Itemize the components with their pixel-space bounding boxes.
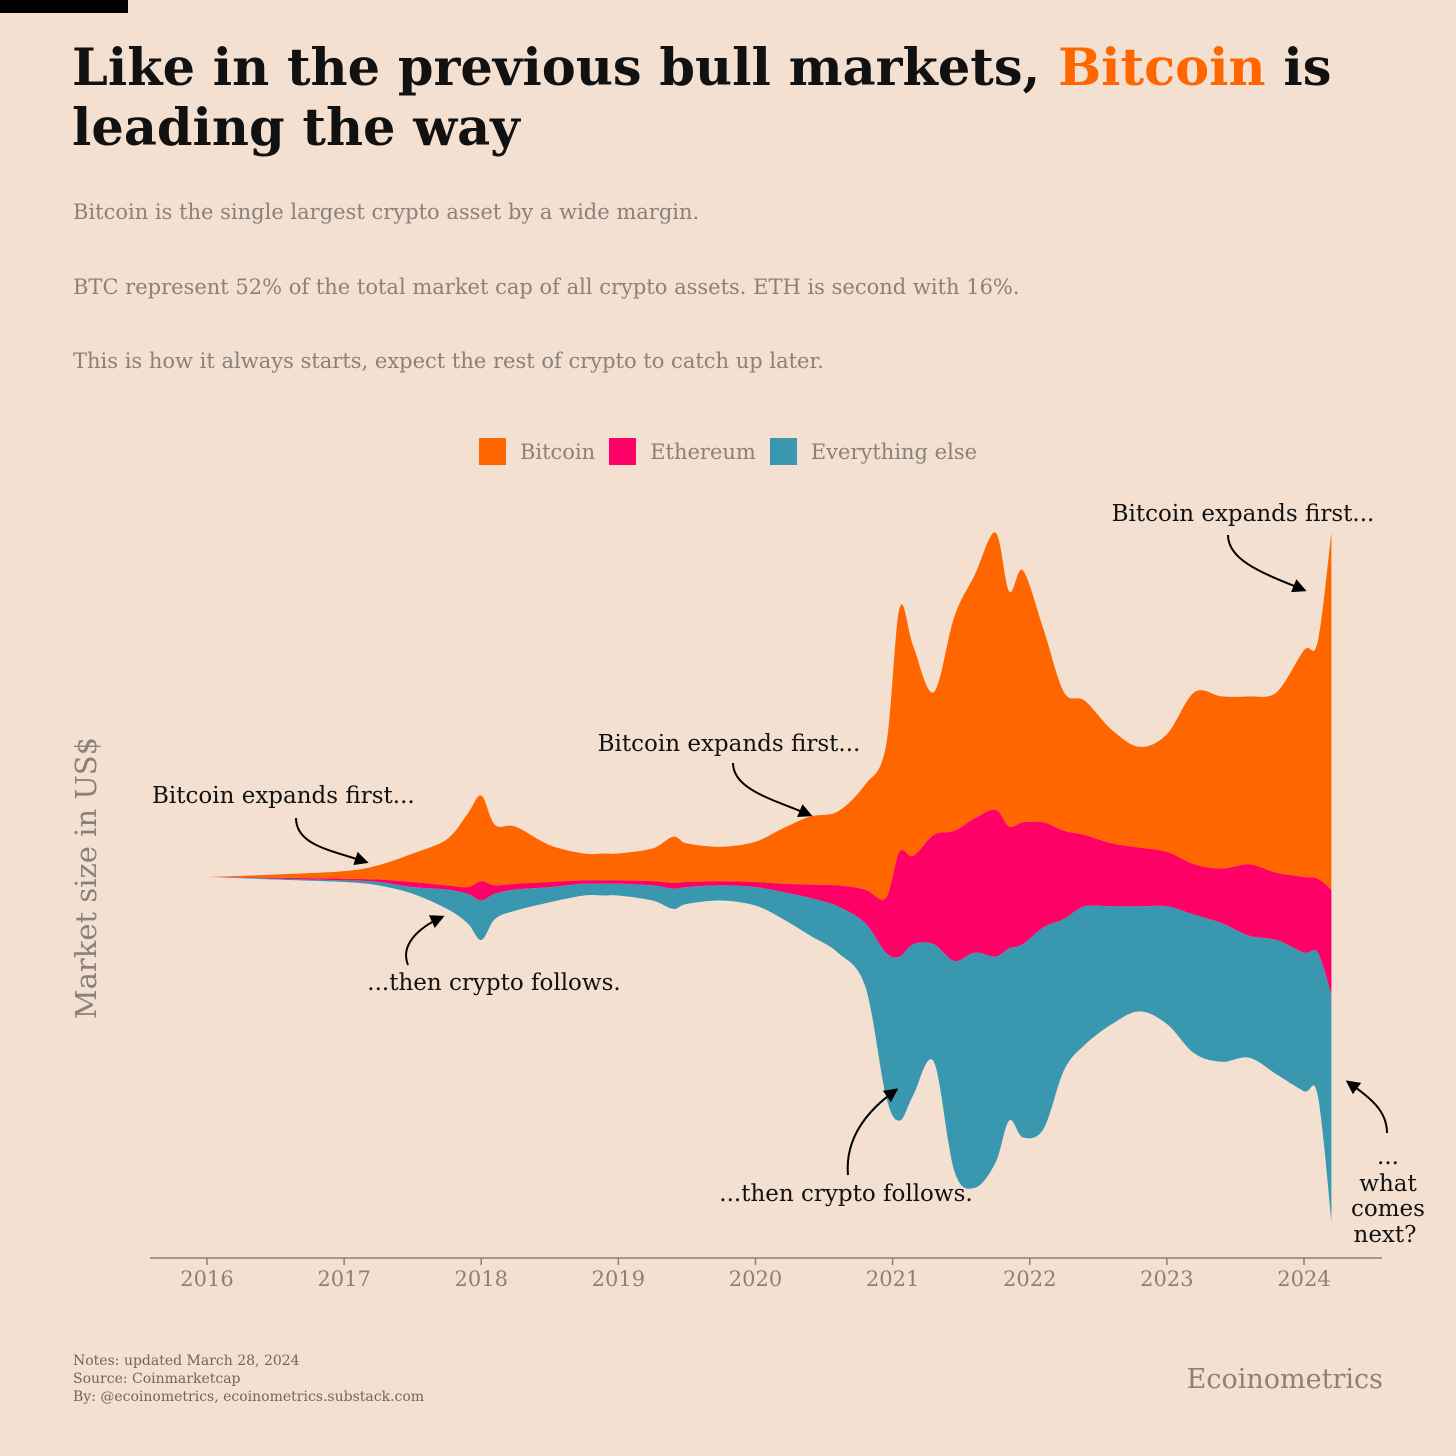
legend-label-ethereum: Ethereum [650,439,756,464]
subtitle-line-2: BTC represent 52% of the total market ca… [73,275,1020,299]
series-area-everything-else [207,877,1332,1222]
legend-label-everything-else: Everything else [810,439,978,464]
legend-item-ethereum: Ethereum [609,438,756,465]
annotation-text: what [1359,1171,1417,1197]
annotation-text: ...then crypto follows. [719,1181,972,1207]
title-part-1: Like in the previous bull markets, [72,38,1059,98]
series-area-bitcoin [207,532,1332,900]
subtitle-line-3: This is how it always starts, expect the… [73,349,824,373]
notes-by: By: @ecoinometrics, ecoinometrics.substa… [73,1389,425,1405]
legend-swatch-ethereum [609,438,637,465]
annotation-text: comes [1351,1196,1425,1222]
annotation-text: Bitcoin expands first... [152,783,415,809]
chart-notes: Notes: updated March 28, 2024 Source: Co… [73,1352,424,1406]
x-tick-label: 2024 [1277,1267,1330,1291]
page-title: Like in the previous bull markets, Bitco… [72,38,1372,158]
annotation-arrow [1227,534,1307,593]
x-tick-label: 2017 [317,1267,370,1291]
legend-item-bitcoin: Bitcoin [478,438,596,465]
x-tick-label: 2020 [729,1267,782,1291]
chart-annotation: ...then crypto follows. [367,915,621,996]
annotation-arrow [846,1088,899,1176]
top-accent-bar [0,0,128,13]
x-tick-label: 2019 [592,1267,645,1291]
x-tick-label: 2016 [180,1267,233,1291]
chart-legend: Bitcoin Ethereum Everything else [0,438,1456,465]
annotation-arrow [295,817,369,866]
chart-annotation: Bitcoin expands first... [598,731,861,818]
chart-annotation: ...then crypto follows. [719,1088,973,1207]
chart-annotation: Bitcoin expands first... [1112,501,1375,593]
annotation-text: Bitcoin expands first... [1112,501,1375,527]
x-tick-label: 2018 [455,1267,508,1291]
legend-swatch-everything-else [769,438,797,465]
notes-updated: Notes: updated March 28, 2024 [73,1353,300,1369]
x-tick-label: 2021 [866,1267,919,1291]
annotation-arrow [1345,1080,1388,1134]
title-part-2: is leading the way [72,38,1332,158]
annotation-text: ... [1377,1144,1399,1170]
series-area-ethereum [207,809,1332,995]
annotation-text: Bitcoin expands first... [598,731,861,757]
y-axis-label: Market size in US$ [69,737,103,1019]
subtitle-line-1: Bitcoin is the single largest crypto ass… [73,200,700,224]
title-accent: Bitcoin [1058,38,1266,98]
annotation-text: ...then crypto follows. [367,970,620,996]
notes-source: Source: Coinmarketcap [73,1371,241,1387]
legend-swatch-bitcoin [478,438,506,465]
x-tick-label: 2023 [1140,1267,1193,1291]
legend-item-everything-else: Everything else [769,438,978,465]
annotation-text: next? [1354,1222,1417,1248]
annotation-arrow [405,915,445,966]
chart-annotation: Bitcoin expands first... [152,783,415,866]
x-tick-label: 2022 [1003,1267,1056,1291]
brand-logo-text: Ecoinometrics [1186,1364,1383,1395]
legend-label-bitcoin: Bitcoin [519,439,596,464]
annotation-arrow [732,762,813,818]
